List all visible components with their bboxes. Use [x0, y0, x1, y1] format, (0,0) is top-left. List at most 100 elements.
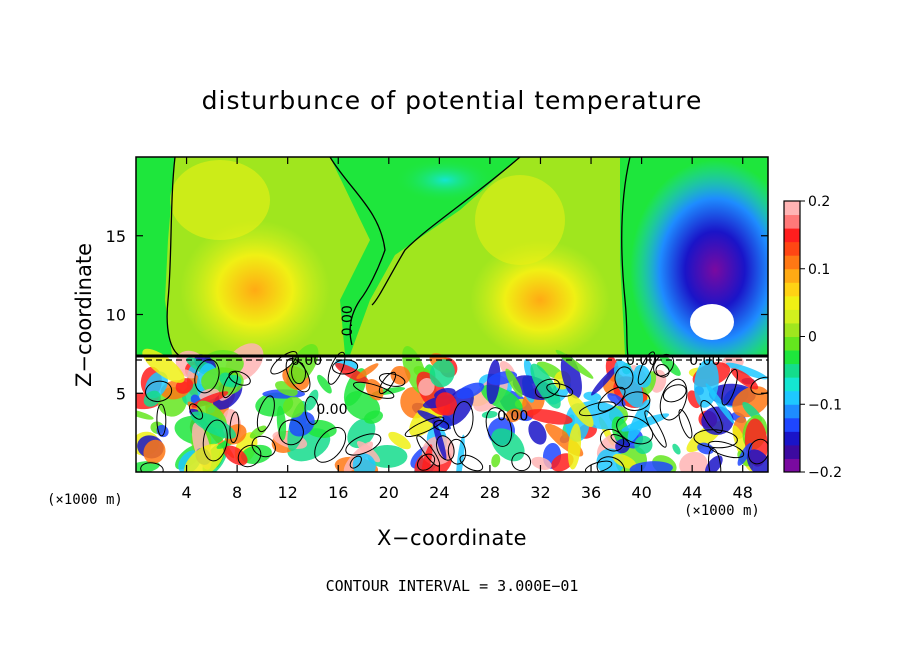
turbulent-patch [347, 418, 376, 449]
contour-label: 0.00 [689, 353, 720, 369]
x-unit-label-left: (×1000 m) [47, 492, 123, 508]
turbulent-contour [222, 371, 239, 399]
turbulent-patch [627, 399, 651, 443]
zero-contour-right [621, 157, 631, 357]
green-band-left [136, 157, 175, 355]
yellow-region-2 [475, 175, 565, 265]
turbulent-contour [511, 452, 532, 472]
turbulent-contour [534, 378, 561, 399]
turbulent-contour [597, 386, 626, 412]
turbulent-patch [249, 425, 267, 439]
colorbar-swatch [784, 404, 800, 419]
turbulent-patch [136, 461, 160, 472]
contour-label: 0.00 [291, 353, 322, 369]
x-tick-label: 24 [429, 483, 449, 502]
turbulent-patch [241, 444, 272, 464]
turbulent-patch [705, 383, 735, 424]
colorbar-swatch [784, 390, 800, 405]
turbulent-patch [629, 461, 673, 472]
turbulent-patch [725, 362, 768, 380]
x-axis-ticks: 4 8 12 16 20 24 28 32 36 40 44 48 [181, 157, 753, 502]
y-tick-label: 15 [106, 227, 126, 246]
turbulent-contour [349, 455, 362, 469]
turbulent-contour [693, 429, 738, 449]
turbulent-patch [611, 416, 630, 445]
turbulent-contour [140, 462, 164, 472]
x-tick-label: 8 [232, 483, 242, 502]
turbulent-contour [662, 384, 687, 403]
turbulent-patch [289, 411, 315, 437]
turbulent-patch [335, 363, 370, 384]
colorbar [783, 200, 801, 473]
turbulent-patch [435, 392, 458, 416]
turbulent-contour [433, 420, 450, 431]
turbulent-contour [188, 403, 204, 420]
turbulent-patch [505, 368, 523, 398]
yellow-region-1 [170, 160, 270, 240]
x-tick-label: 12 [278, 483, 298, 502]
y-axis-label: Z−coordinate [72, 243, 96, 387]
contour-label: 0.00 [316, 402, 347, 418]
colorbar-swatch [784, 309, 800, 324]
turbulent-contour [616, 415, 654, 445]
turbulent-contour [251, 435, 276, 458]
colorbar-tick-label: 0.2 [808, 194, 830, 210]
turbulent-contour [202, 419, 228, 462]
colorbar-swatch [784, 322, 800, 337]
turbulent-contour [404, 416, 445, 438]
turbulent-contour [452, 400, 474, 439]
colorbar-swatch [784, 377, 800, 392]
x-tick-label: 36 [581, 483, 601, 502]
turbulent-contour [578, 401, 616, 417]
turbulent-contour [447, 438, 467, 465]
zero-contour-left [166, 157, 181, 357]
colorbar-swatch [784, 282, 800, 297]
turbulent-patch [456, 382, 485, 399]
turbulent-contour [228, 370, 251, 386]
warm-region-2 [470, 240, 610, 360]
x-tick-label: 16 [328, 483, 348, 502]
turbulent-patch [505, 408, 522, 423]
turbulent-patch [551, 453, 574, 472]
turbulent-patch [531, 456, 552, 470]
turbulent-contour [485, 407, 513, 447]
turbulent-contour [655, 363, 670, 378]
turbulent-contour [459, 454, 484, 472]
x-tick-label: 4 [181, 483, 191, 502]
turbulent-patch [607, 393, 626, 407]
chart-title: disturbunce of potential temperature [201, 86, 703, 115]
turbulence-layer [136, 343, 768, 472]
turbulent-patch [306, 389, 319, 411]
colorbar-swatch [784, 214, 800, 229]
turbulent-contour [659, 378, 688, 421]
turbulent-contour [327, 351, 346, 385]
contour-labels: 0.00 0.00 0.00 0.00 0.00 0.00 [291, 305, 720, 424]
turbulent-patch [288, 344, 319, 385]
colorbar-tick-label: 0 [808, 330, 817, 346]
turbulent-contour [596, 456, 626, 472]
turbulent-patch [388, 431, 411, 450]
colorbar-swatch [784, 350, 800, 365]
turbulent-contour [229, 411, 240, 444]
green-band-center [330, 157, 520, 355]
colorbar-tick-label: 0.1 [808, 262, 830, 278]
turbulent-patch [634, 435, 653, 455]
turbulent-patch [526, 409, 573, 425]
x-tick-label: 48 [733, 483, 753, 502]
colorbar-swatch [784, 241, 800, 256]
turbulent-contour [291, 361, 306, 385]
colorbar-ticks: −0.2 −0.1 0 0.1 0.2 [800, 194, 842, 481]
turbulent-contour [708, 447, 722, 472]
colorbar-swatch [784, 228, 800, 243]
field-layer [136, 157, 768, 472]
cold-region [630, 160, 768, 380]
colorbar-swatch [784, 458, 800, 473]
turbulent-contour [678, 409, 693, 439]
turbulent-patch [530, 363, 561, 409]
turbulent-patch [591, 365, 618, 396]
turbulent-contour [353, 381, 395, 399]
turbulent-patch [491, 454, 501, 468]
turbulent-patch [356, 363, 379, 379]
